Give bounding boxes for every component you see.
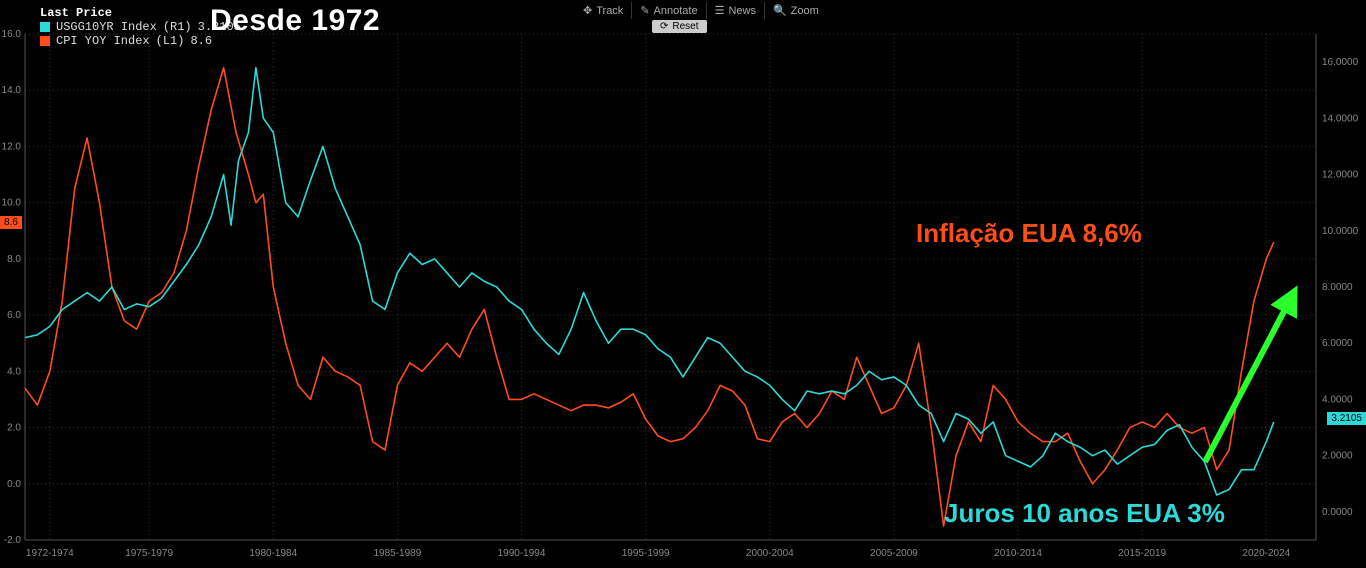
toolbar-annotate[interactable]: ✎ Annotate <box>631 2 705 19</box>
svg-text:1980-1984: 1980-1984 <box>249 548 297 559</box>
toolbar-zoom-label: Zoom <box>791 5 819 17</box>
legend-swatch-usgg <box>40 22 50 32</box>
svg-text:8.0: 8.0 <box>7 254 21 265</box>
legend-value-cpi: 8.6 <box>190 34 212 48</box>
svg-text:2.0: 2.0 <box>7 423 21 434</box>
toolbar-news[interactable]: ☰News <box>706 2 764 19</box>
svg-text:1985-1989: 1985-1989 <box>373 548 421 559</box>
svg-text:12.0000: 12.0000 <box>1322 170 1359 181</box>
svg-text:2.0000: 2.0000 <box>1322 451 1353 462</box>
svg-text:12.0: 12.0 <box>2 141 22 152</box>
track-icon: ✥ <box>583 4 592 17</box>
legend-swatch-cpi <box>40 36 50 46</box>
svg-text:16.0000: 16.0000 <box>1322 57 1359 68</box>
left-axis-badge: 8.6 <box>0 216 22 229</box>
zoom-icon: 🔍 <box>773 4 787 17</box>
reset-icon: ⟳ <box>660 21 668 32</box>
legend-side-usgg: (R1) <box>163 20 192 34</box>
chart-svg: -2.0 0.0 2.0 4.0 6.0 8.0 10.0 12.0 14.0 16.0 0.000… <box>0 0 1366 568</box>
legend-side-cpi: (L1) <box>156 34 185 48</box>
svg-text:10.0: 10.0 <box>2 198 22 209</box>
svg-text:8.0000: 8.0000 <box>1322 282 1353 293</box>
chart-toolbar: ✥ Track ✎ Annotate ☰News 🔍 Zoom <box>575 2 827 19</box>
toolbar-zoom[interactable]: 🔍 Zoom <box>764 2 827 19</box>
svg-text:2010-2014: 2010-2014 <box>994 548 1042 559</box>
svg-text:14.0000: 14.0000 <box>1322 113 1359 124</box>
svg-text:14.0: 14.0 <box>2 85 22 96</box>
annotate-icon: ✎ <box>640 4 649 17</box>
toolbar-reset-label: Reset <box>672 21 698 32</box>
svg-text:0.0: 0.0 <box>7 479 21 490</box>
svg-text:2020-2024: 2020-2024 <box>1242 548 1290 559</box>
svg-text:-2.0: -2.0 <box>4 535 22 546</box>
svg-text:4.0000: 4.0000 <box>1322 394 1353 405</box>
svg-text:1995-1999: 1995-1999 <box>622 548 670 559</box>
svg-text:1975-1979: 1975-1979 <box>125 548 173 559</box>
svg-text:2000-2004: 2000-2004 <box>746 548 794 559</box>
right-axis-badge: 3.2105 <box>1327 412 1366 425</box>
toolbar-news-label: News <box>728 5 756 17</box>
toolbar-annotate-label: Annotate <box>654 5 698 17</box>
legend-name-cpi: CPI YOY Index <box>56 34 150 48</box>
annotation-inflation: Inflação EUA 8,6% <box>916 218 1142 249</box>
news-icon: ☰ <box>715 4 725 17</box>
svg-text:2015-2019: 2015-2019 <box>1118 548 1166 559</box>
toolbar-reset[interactable]: ⟳ Reset <box>652 20 707 33</box>
svg-text:0.0000: 0.0000 <box>1322 507 1353 518</box>
svg-text:1972-1974: 1972-1974 <box>26 548 74 559</box>
toolbar-track-label: Track <box>596 5 623 17</box>
svg-text:10.0000: 10.0000 <box>1322 226 1359 237</box>
toolbar-track[interactable]: ✥ Track <box>575 2 631 19</box>
svg-text:16.0: 16.0 <box>2 29 22 40</box>
svg-text:2005-2009: 2005-2009 <box>870 548 918 559</box>
svg-text:6.0: 6.0 <box>7 310 21 321</box>
svg-text:6.0000: 6.0000 <box>1322 338 1353 349</box>
annotation-rates: Juros 10 anos EUA 3% <box>944 498 1225 529</box>
legend-name-usgg: USGG10YR Index <box>56 20 157 34</box>
svg-text:4.0: 4.0 <box>7 366 21 377</box>
chart-root: ✥Track ✎Annotate ☰News 🔍Zoom ⟳Reset Last… <box>0 0 1366 568</box>
chart-title: Desde 1972 <box>210 4 380 38</box>
svg-text:1990-1994: 1990-1994 <box>498 548 546 559</box>
